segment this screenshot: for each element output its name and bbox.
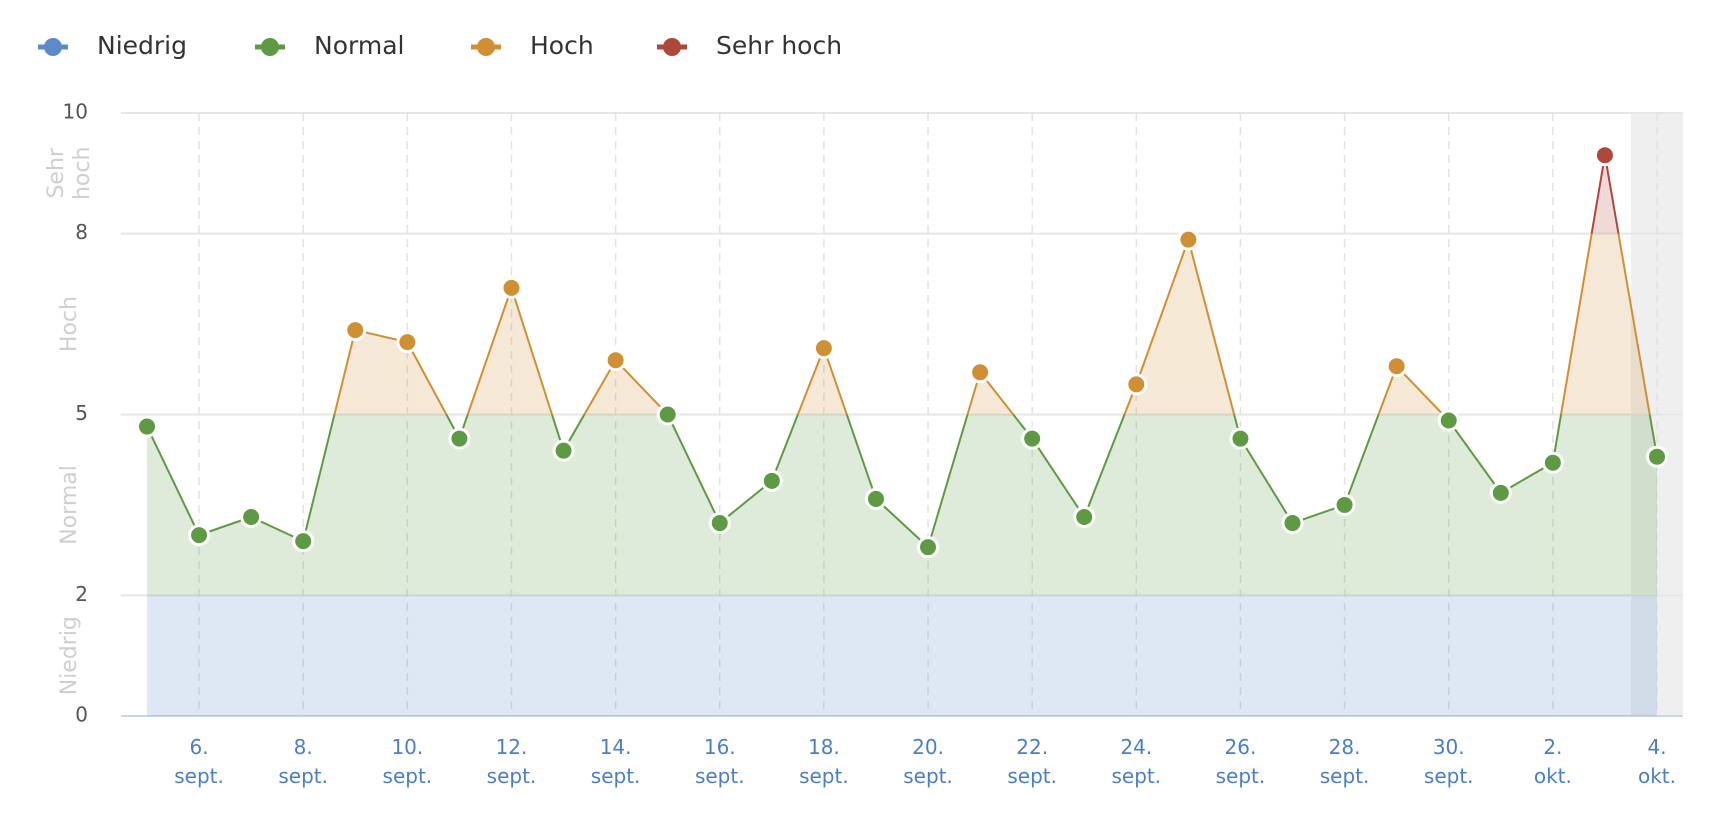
data-point: [864, 487, 887, 510]
data-point: [396, 331, 419, 354]
x-tick-label: 4. okt.: [1638, 735, 1676, 788]
data-point: [552, 439, 575, 462]
data-point: [240, 506, 263, 529]
x-tick-label: 22. sept.: [1007, 735, 1057, 788]
data-point: [448, 427, 471, 450]
data-point: [1125, 373, 1148, 396]
legend-label: Hoch: [530, 31, 594, 60]
legend-marker: [477, 38, 495, 56]
data-point: [1646, 445, 1668, 468]
zone-label: Hoch: [57, 296, 82, 352]
legend-marker: [261, 38, 279, 56]
data-point: [1333, 493, 1356, 516]
y-tick-label: 5: [75, 401, 88, 425]
data-point: [1541, 451, 1564, 474]
data-point: [1073, 506, 1096, 529]
data-point: [1177, 228, 1200, 251]
x-tick-label: 16. sept.: [695, 735, 745, 788]
zone-label: Normal: [57, 465, 82, 545]
legend-marker: [44, 38, 62, 56]
data-point: [1385, 355, 1408, 378]
legend-label: Niedrig: [97, 31, 187, 60]
data-point: [1021, 427, 1044, 450]
data-point: [917, 536, 940, 559]
data-point: [136, 415, 158, 438]
x-tick-label: 24. sept.: [1111, 735, 1161, 788]
data-point: [1489, 481, 1512, 504]
legend-label: Sehr hoch: [716, 31, 842, 60]
data-point: [656, 403, 679, 426]
x-tick-label: 2. okt.: [1534, 735, 1572, 788]
data-point: [344, 319, 367, 342]
data-point: [1229, 427, 1252, 450]
zone-label: Sehrhoch: [44, 147, 95, 200]
zone-label: Niedrig: [57, 616, 82, 695]
data-point: [604, 349, 627, 372]
data-point: [760, 469, 783, 492]
area: [147, 155, 1657, 716]
x-tick-label: 18. sept.: [799, 735, 849, 788]
data-point: [1593, 144, 1616, 167]
y-tick-label: 2: [75, 582, 88, 606]
x-tick-label: 6. sept.: [174, 735, 224, 788]
data-point: [500, 276, 523, 299]
y-tick-label: 10: [63, 100, 88, 124]
legend-marker: [663, 38, 681, 56]
data-point: [708, 512, 731, 535]
x-tick-label: 8. sept.: [278, 735, 328, 788]
x-tick-label: 14. sept.: [591, 735, 641, 788]
data-point: [969, 361, 992, 384]
data-point: [1281, 512, 1304, 535]
y-tick-label: 0: [75, 703, 88, 727]
x-tick-label: 10. sept.: [383, 735, 433, 788]
data-point: [292, 530, 315, 553]
y-tick-label: 8: [75, 220, 88, 244]
x-tick-label: 26. sept.: [1216, 735, 1266, 788]
x-tick-label: 12. sept.: [487, 735, 537, 788]
data-point: [812, 337, 835, 360]
legend-label: Normal: [314, 31, 404, 60]
x-tick-label: 28. sept.: [1320, 735, 1370, 788]
data-point: [188, 524, 211, 547]
x-tick-label: 30. sept.: [1424, 735, 1474, 788]
x-tick-label: 20. sept.: [903, 735, 953, 788]
data-point: [1437, 409, 1460, 432]
